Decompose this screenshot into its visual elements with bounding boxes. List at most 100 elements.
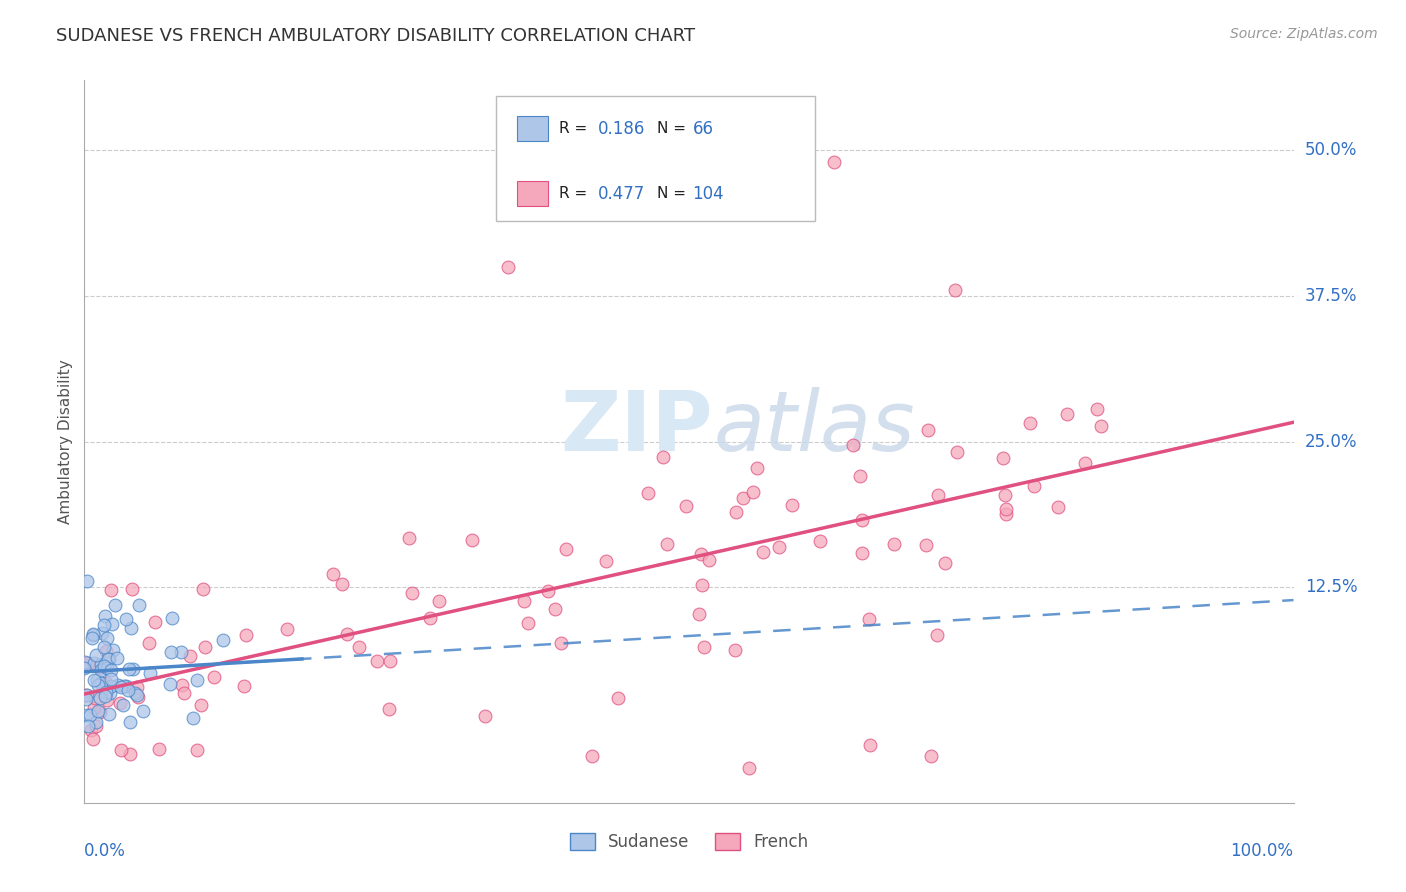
Point (724, 643, 747, 657)
Point (688, 607, 710, 621)
Point (401, 586, 423, 600)
Point (851, 513, 873, 527)
Point (211, 632, 233, 647)
Point (1090, 419, 1112, 434)
Point (994, 488, 1017, 502)
Point (851, 546, 873, 560)
Point (87, 678, 110, 692)
Point (114, 679, 136, 693)
Point (1022, 479, 1045, 493)
Point (461, 533, 484, 547)
Point (994, 502, 1017, 516)
Text: 0.477: 0.477 (599, 185, 645, 202)
Point (945, 445, 967, 459)
Point (336, 626, 359, 640)
Y-axis label: Ambulatory Disability: Ambulatory Disability (58, 359, 73, 524)
Point (96, 632, 118, 646)
Point (138, 636, 160, 650)
Point (118, 663, 141, 677)
Text: R =: R = (560, 186, 592, 202)
Point (543, 602, 565, 616)
Point (79, 723, 101, 737)
Point (89, 705, 111, 719)
Point (93, 690, 115, 704)
Point (73, 661, 96, 675)
Point (858, 612, 880, 626)
Point (108, 696, 131, 710)
Point (127, 689, 149, 703)
Legend: Sudanese, French: Sudanese, French (561, 825, 817, 860)
Point (82, 732, 104, 747)
Point (100, 663, 122, 677)
Point (93, 618, 115, 632)
Point (606, 691, 628, 706)
Point (89, 690, 111, 705)
Point (107, 677, 129, 691)
Point (731, 491, 754, 505)
Point (110, 743, 132, 757)
Point (132, 704, 155, 718)
Point (76, 688, 98, 702)
Point (276, 622, 298, 636)
Point (1018, 416, 1040, 430)
Point (190, 698, 212, 713)
Point (139, 665, 162, 680)
Point (943, 283, 966, 297)
Point (915, 538, 938, 552)
Point (93, 640, 115, 654)
Point (651, 450, 673, 464)
Point (917, 423, 939, 437)
Point (496, 260, 519, 274)
Point (114, 679, 136, 693)
Point (79, 708, 101, 723)
Point (100, 672, 122, 686)
Point (595, 554, 617, 568)
Point (883, 537, 905, 551)
Point (768, 540, 790, 554)
Point (94, 644, 117, 658)
Point (752, 544, 775, 558)
Point (160, 611, 183, 625)
Point (170, 645, 193, 659)
Point (76, 707, 98, 722)
Point (690, 578, 713, 592)
Text: atlas: atlas (713, 386, 915, 467)
Text: N =: N = (658, 186, 692, 202)
Point (724, 505, 747, 519)
Point (330, 576, 353, 591)
Point (170, 678, 193, 692)
Point (693, 640, 716, 654)
Point (89, 659, 111, 673)
Point (94, 675, 117, 690)
Point (780, 498, 803, 512)
Point (537, 584, 560, 599)
Point (121, 582, 143, 596)
Point (110, 680, 132, 694)
Point (76, 574, 98, 589)
Text: 50.0%: 50.0% (1305, 141, 1357, 159)
Point (112, 698, 135, 712)
Text: R =: R = (560, 121, 592, 136)
Point (96, 693, 118, 707)
Point (842, 438, 865, 452)
Point (235, 628, 257, 642)
Point (120, 715, 142, 730)
Point (84, 715, 107, 730)
Point (100, 679, 122, 693)
Point (637, 486, 659, 500)
Point (474, 709, 496, 723)
Point (97, 651, 120, 665)
Point (75, 656, 97, 670)
Point (96, 681, 118, 695)
Point (104, 598, 127, 612)
Point (75, 655, 97, 669)
Point (366, 654, 388, 668)
Point (516, 615, 538, 630)
Point (96, 685, 118, 699)
Point (159, 677, 181, 691)
Point (122, 662, 145, 676)
Point (83, 656, 105, 670)
Point (1046, 500, 1069, 514)
Point (124, 686, 146, 700)
Point (128, 598, 150, 612)
